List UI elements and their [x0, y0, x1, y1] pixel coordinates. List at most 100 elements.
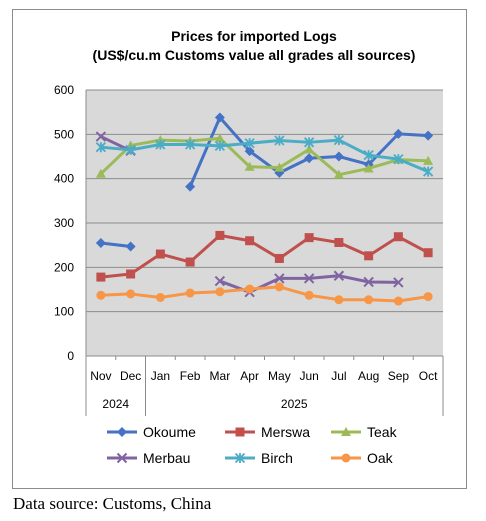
data-point-merswa-oct-11	[423, 248, 433, 258]
data-point-okoume-jul-8	[333, 151, 344, 162]
x-tick-label-jul-8: Jul	[331, 369, 346, 383]
data-point-merswa-jan-2	[155, 249, 165, 259]
legend-label-okoume: Okoume	[143, 424, 196, 440]
data-source-note: Data source: Customs, China	[13, 494, 212, 513]
x-tick-label-may-6: May	[268, 369, 291, 383]
data-point-teak-mar-4	[214, 133, 225, 143]
data-point-birch-dec-1	[125, 144, 136, 155]
data-point-merswa-jun-7	[304, 233, 314, 243]
data-point-oak-jun-7	[304, 290, 314, 300]
data-point-okoume-feb-3	[185, 181, 196, 192]
y-tick-label-600: 600	[54, 83, 74, 97]
chart-title: Prices for imported Logs	[171, 28, 337, 44]
data-point-birch-apr-5	[244, 138, 255, 149]
data-point-birch-sep-10	[393, 154, 404, 165]
data-point-merbau-nov-0	[95, 131, 107, 142]
data-point-oak-jul-8	[334, 295, 344, 305]
x-tick-label-oct-11: Oct	[419, 369, 438, 383]
data-point-birch-feb-3	[184, 139, 196, 150]
data-point-oak-dec-1	[126, 289, 136, 299]
data-point-oak-mar-4	[215, 287, 225, 297]
data-point-okoume-sep-10	[393, 128, 404, 139]
legend-marker-okoume	[117, 427, 127, 437]
data-point-oak-aug-9	[364, 295, 374, 305]
data-point-birch-jun-7	[303, 137, 315, 148]
y-tick-label-0: 0	[67, 349, 74, 363]
data-point-okoume-apr-5	[244, 146, 255, 157]
data-point-merswa-apr-5	[245, 236, 255, 246]
data-point-birch-jan-2	[155, 139, 166, 150]
data-point-teak-apr-5	[244, 161, 255, 171]
data-point-teak-nov-0	[95, 168, 106, 178]
data-point-oak-apr-5	[245, 284, 255, 294]
x-tick-label-jan-2: Jan	[151, 369, 170, 383]
data-point-merswa-nov-0	[96, 272, 106, 282]
y-tick-label-300: 300	[54, 216, 74, 230]
data-point-birch-oct-11	[422, 166, 434, 177]
x-tick-label-nov-0: Nov	[90, 369, 111, 383]
data-point-merswa-feb-3	[185, 257, 195, 267]
chart-subtitle: (US$/cu.m Customs value all grades all s…	[93, 47, 416, 63]
data-point-teak-oct-11	[423, 155, 434, 165]
x-tick-label-feb-3: Feb	[180, 369, 201, 383]
data-point-oak-nov-0	[96, 290, 106, 300]
data-point-merbau-jul-8	[333, 270, 345, 281]
legend-label-birch: Birch	[261, 450, 293, 466]
data-point-okoume-nov-0	[95, 237, 106, 248]
series-line-okoume-0	[100, 241, 131, 248]
data-point-merswa-aug-9	[364, 251, 374, 261]
data-point-okoume-mar-4	[214, 112, 225, 123]
data-point-merswa-sep-10	[393, 232, 403, 242]
legend-label-merbau: Merbau	[143, 450, 190, 466]
x-tick-label-mar-4: Mar	[210, 369, 231, 383]
legend-marker-teak	[341, 427, 351, 436]
y-tick-label-200: 200	[54, 260, 74, 274]
data-point-oak-may-6	[274, 282, 284, 292]
data-point-teak-aug-9	[363, 163, 374, 173]
y-tick-label-100: 100	[54, 305, 74, 319]
series-line-oak-0	[100, 285, 429, 303]
data-point-teak-jun-7	[304, 144, 315, 154]
legend-marker-birch	[234, 452, 246, 464]
data-point-birch-mar-4	[214, 140, 226, 151]
legend-marker-oak	[341, 453, 351, 463]
series-line-merswa-0	[100, 233, 429, 279]
series-line-birch-0	[100, 138, 429, 173]
data-point-birch-jul-8	[333, 134, 345, 146]
y-tick-label-400: 400	[54, 172, 74, 186]
data-point-merswa-dec-1	[126, 269, 136, 279]
x-tick-label-apr-5: Apr	[240, 369, 259, 383]
data-point-merswa-jul-8	[334, 238, 344, 248]
legend-marker-merbau	[116, 452, 128, 464]
data-point-okoume-oct-11	[423, 130, 434, 141]
data-point-merbau-aug-9	[363, 276, 374, 288]
series-line-teak-0	[99, 136, 429, 177]
line-chart: Prices for imported Logs (US$/cu.m Custo…	[54, 28, 444, 466]
data-point-teak-jul-8	[333, 169, 344, 179]
x-tick-label-dec-1: Dec	[120, 369, 141, 383]
data-point-oak-jan-2	[155, 292, 165, 302]
legend-label-oak: Oak	[367, 450, 394, 466]
data-point-oak-oct-11	[423, 292, 433, 302]
data-point-oak-sep-10	[393, 296, 403, 306]
data-point-teak-may-6	[274, 162, 285, 172]
x-tick-label-aug-9: Aug	[358, 369, 379, 383]
data-point-merbau-jun-7	[303, 273, 315, 284]
legend-marker-merswa	[235, 427, 245, 437]
data-point-birch-may-6	[274, 135, 285, 146]
chart-frame: Prices for imported Logs (US$/cu.m Custo…	[12, 9, 467, 489]
legend-label-merswa: Merswa	[261, 424, 310, 440]
data-point-merbau-may-6	[274, 273, 285, 284]
data-point-okoume-jun-7	[304, 153, 315, 164]
data-point-okoume-dec-1	[125, 241, 136, 252]
data-point-merbau-mar-4	[214, 275, 226, 287]
y-tick-label-500: 500	[54, 127, 74, 141]
data-point-merbau-sep-10	[393, 277, 404, 288]
x-tick-label-jun-7: Jun	[299, 369, 318, 383]
data-point-merswa-mar-4	[215, 230, 225, 240]
x-tick-label-sep-10: Sep	[388, 369, 410, 383]
data-point-merswa-may-6	[274, 253, 284, 263]
data-point-birch-aug-9	[363, 150, 374, 161]
data-point-birch-nov-0	[95, 142, 107, 153]
year-label-2025: 2025	[281, 397, 308, 411]
